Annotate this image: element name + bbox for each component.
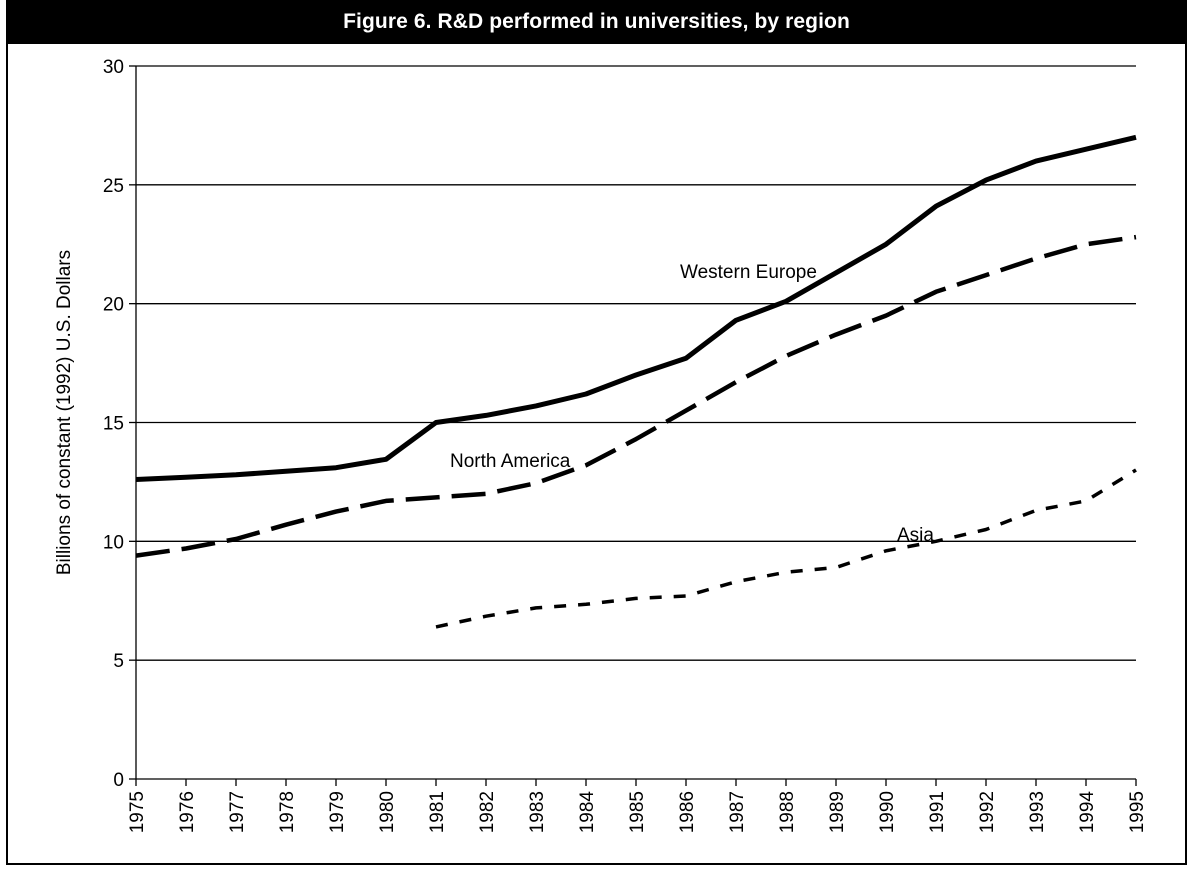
y-tick-label-30: 30 — [103, 57, 124, 78]
x-tick-label-1992: 1992 — [977, 791, 998, 833]
x-tick-label-1993: 1993 — [1027, 791, 1048, 833]
x-tick-label-1994: 1994 — [1077, 791, 1098, 834]
x-tick-label-1989: 1989 — [827, 791, 848, 833]
x-tick-label-1981: 1981 — [427, 791, 448, 833]
x-tick-label-1976: 1976 — [177, 791, 198, 833]
y-tick-label-20: 20 — [103, 295, 124, 316]
series-label-western-europe: Western Europe — [680, 262, 817, 283]
x-tick-label-1988: 1988 — [777, 791, 798, 833]
series-label-north-america: North America — [450, 451, 571, 472]
x-tick-label-1986: 1986 — [677, 791, 698, 833]
x-tick-label-1975: 1975 — [127, 791, 148, 833]
series-label-asia: Asia — [897, 525, 934, 546]
chart-frame: Figure 6. R&D performed in universities,… — [6, 0, 1187, 865]
x-tick-label-1995: 1995 — [1127, 791, 1148, 833]
y-tick-label-15: 15 — [103, 414, 124, 435]
x-tick-label-1991: 1991 — [927, 791, 948, 833]
series-line-western-europe — [135, 134, 1137, 482]
x-tick-label-1985: 1985 — [627, 791, 648, 833]
x-tick-label-1977: 1977 — [227, 791, 248, 833]
x-tick-label-1982: 1982 — [477, 791, 498, 833]
x-tick-label-1983: 1983 — [527, 791, 548, 833]
x-tick-label-1984: 1984 — [577, 791, 598, 834]
y-axis-title: Billions of constant (1992) U.S. Dollars — [54, 250, 75, 575]
series-line-north-america — [135, 234, 1137, 558]
y-tick-label-10: 10 — [103, 532, 124, 553]
y-tick-label-25: 25 — [103, 176, 124, 197]
x-tick-label-1979: 1979 — [327, 791, 348, 833]
x-tick-label-1990: 1990 — [877, 791, 898, 833]
y-tick-label-0: 0 — [113, 770, 124, 791]
x-tick-label-1978: 1978 — [277, 791, 298, 833]
chart-title: Figure 6. R&D performed in universities,… — [8, 0, 1185, 44]
y-tick-label-5: 5 — [113, 651, 124, 672]
x-tick-label-1987: 1987 — [727, 791, 748, 833]
series-line-asia — [435, 468, 1137, 629]
x-tick-label-1980: 1980 — [377, 791, 398, 833]
